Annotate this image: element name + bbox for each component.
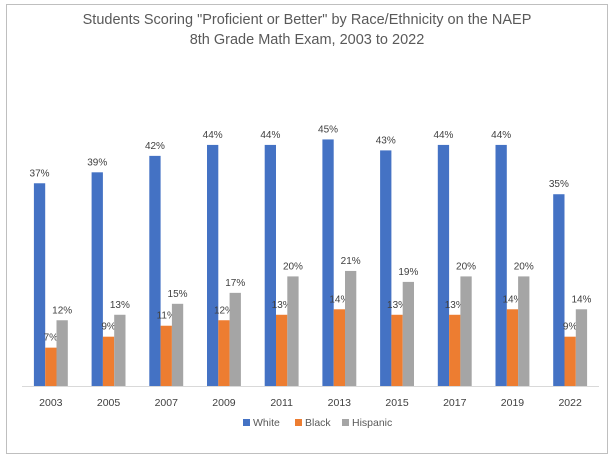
bar-hispanic-2022: [575, 309, 588, 386]
x-tick-label-2005: 2005: [97, 397, 121, 409]
bar-black-2022: [564, 336, 576, 386]
legend-label-hispanic: Hispanic: [352, 417, 392, 429]
bar-black-2003: [45, 347, 57, 386]
bar-chart: 37% 7% 12% 2003 39% 9% 13% 2005 42% 11% 15% 2007 44%…: [22, 124, 599, 429]
x-tick-label-2009: 2009: [212, 397, 236, 409]
data-label-hispanic-2003: 12%: [52, 305, 72, 316]
x-tick-label-2015: 2015: [385, 397, 409, 409]
data-label-hispanic-2015: 19%: [398, 267, 418, 278]
data-label-hispanic-2013: 21%: [341, 256, 361, 267]
bar-black-2011: [276, 314, 288, 386]
bar-white-2019: [495, 144, 507, 386]
chart-title: Students Scoring "Proficient or Better" …: [7, 10, 607, 50]
chart-title-line-1: Students Scoring "Proficient or Better" …: [82, 12, 532, 28]
bar-black-2019: [506, 309, 519, 386]
x-tick-label-2022: 2022: [558, 397, 582, 409]
data-label-black-2007: 11%: [157, 311, 176, 322]
bar-white-2017: [437, 144, 450, 386]
bar-white-2003: [33, 183, 46, 386]
data-label-white-2007: 42%: [145, 141, 165, 152]
data-label-hispanic-2007: 15%: [168, 289, 188, 300]
data-label-black-2003: 7%: [44, 333, 59, 344]
data-label-white-2003: 37%: [30, 168, 50, 179]
legend-label-white: White: [253, 417, 280, 429]
bar-hispanic-2019: [518, 276, 530, 386]
bar-hispanic-2009: [229, 292, 241, 386]
legend-swatch-black: [295, 419, 302, 426]
data-label-hispanic-2011: 20%: [283, 261, 303, 272]
data-label-hispanic-2017: 20%: [456, 261, 476, 272]
bar-white-2011: [264, 144, 276, 386]
bar-white-2007: [149, 155, 161, 386]
chart-frame: Students Scoring "Proficient or Better" …: [6, 4, 608, 454]
data-label-hispanic-2019: 20%: [514, 261, 534, 272]
data-label-hispanic-2022: 14%: [571, 294, 591, 305]
bar-black-2015: [391, 314, 403, 386]
data-label-hispanic-2009: 17%: [225, 278, 245, 289]
bar-black-2007: [160, 325, 172, 386]
data-label-white-2013: 45%: [318, 124, 338, 135]
bar-hispanic-2015: [402, 281, 414, 386]
bar-hispanic-2003: [56, 320, 68, 386]
x-tick-label-2017: 2017: [443, 397, 467, 409]
data-label-black-2019: 14%: [502, 294, 522, 305]
bar-black-2009: [218, 320, 230, 386]
data-label-black-2009: 12%: [214, 305, 234, 316]
data-label-white-2015: 43%: [376, 135, 396, 146]
x-tick-label-2013: 2013: [328, 397, 352, 409]
data-label-white-2022: 35%: [549, 179, 569, 190]
x-tick-label-2003: 2003: [39, 397, 63, 409]
bar-hispanic-2013: [345, 270, 357, 386]
data-label-white-2009: 44%: [203, 130, 223, 141]
bar-black-2017: [449, 314, 461, 386]
x-tick-label-2007: 2007: [155, 397, 179, 409]
legend-swatch-hispanic: [342, 419, 349, 426]
legend-swatch-white: [243, 419, 250, 426]
bar-black-2013: [333, 309, 345, 386]
bar-white-2015: [380, 150, 392, 386]
bar-hispanic-2017: [460, 276, 472, 386]
legend-label-black: Black: [305, 417, 331, 429]
data-label-black-2005: 9%: [101, 322, 116, 333]
data-label-black-2022: 9%: [563, 322, 578, 333]
bar-black-2005: [102, 336, 115, 386]
data-label-white-2017: 44%: [433, 130, 453, 141]
bar-white-2005: [91, 172, 103, 386]
data-label-black-2015: 13%: [387, 300, 407, 311]
bar-hispanic-2005: [114, 314, 126, 386]
data-label-black-2017: 13%: [445, 300, 465, 311]
x-tick-label-2019: 2019: [501, 397, 525, 409]
data-label-white-2005: 39%: [87, 157, 107, 168]
chart-title-line-2: 8th Grade Math Exam, 2003 to 2022: [189, 32, 425, 48]
data-label-hispanic-2005: 13%: [110, 300, 130, 311]
bar-white-2009: [207, 144, 219, 386]
bar-white-2013: [322, 139, 334, 386]
bar-hispanic-2011: [287, 276, 299, 386]
data-label-black-2013: 14%: [329, 294, 349, 305]
x-tick-label-2011: 2011: [270, 397, 293, 409]
data-label-white-2019: 44%: [491, 130, 511, 141]
bar-hispanic-2007: [171, 303, 184, 386]
data-label-white-2011: 44%: [260, 130, 280, 141]
data-label-black-2011: 13%: [272, 300, 292, 311]
bar-white-2022: [553, 194, 565, 386]
